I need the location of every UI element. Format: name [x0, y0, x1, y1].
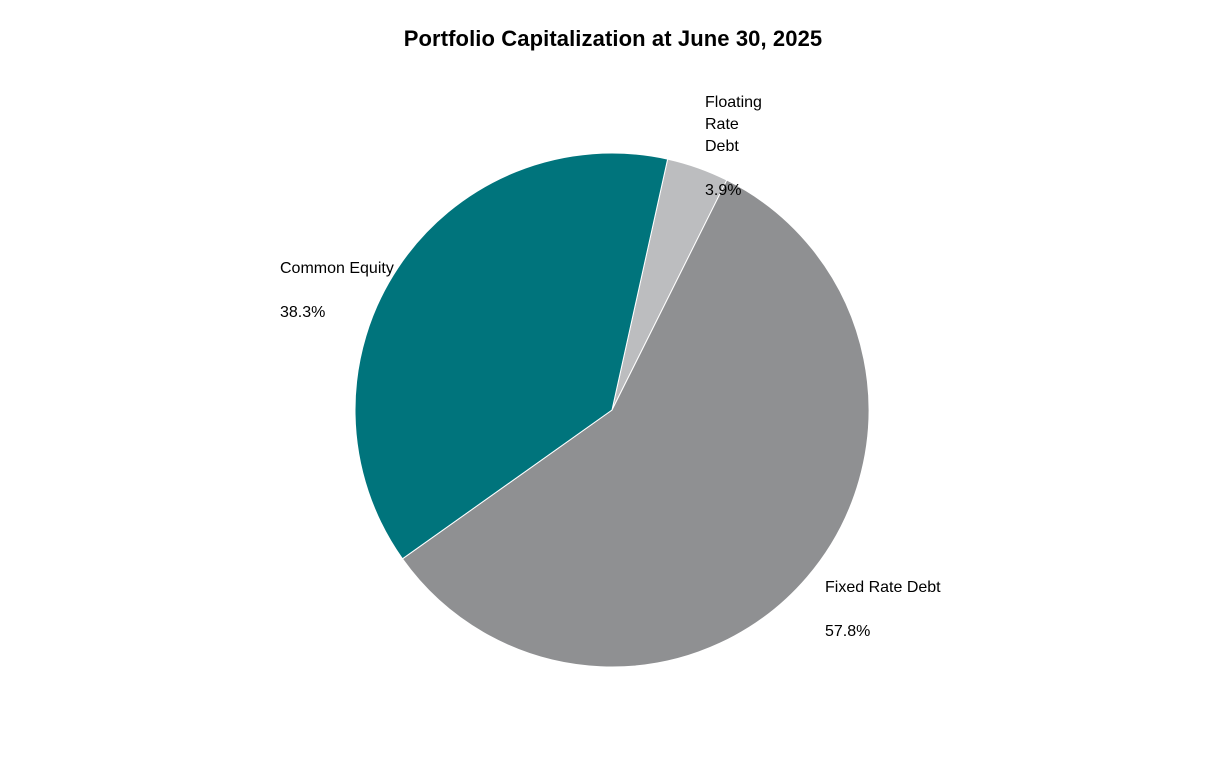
label-fixed-rate-debt: Fixed Rate Debt 57.8% — [825, 555, 941, 665]
label-fixed-name: Fixed Rate Debt — [825, 579, 941, 596]
label-common-equity: Common Equity 38.3% — [280, 236, 394, 346]
pie-slice-common-equity — [354, 152, 669, 560]
label-equity-pct: 38.3% — [280, 304, 326, 321]
label-floating-name: Floating Rate Debt — [705, 94, 762, 155]
label-floating-pct: 3.9% — [705, 182, 742, 199]
label-floating-rate-debt: Floating Rate Debt 3.9% — [705, 70, 762, 224]
chart-title: Portfolio Capitalization at June 30, 202… — [403, 26, 823, 51]
label-fixed-pct: 57.8% — [825, 623, 871, 640]
label-equity-name: Common Equity — [280, 260, 394, 277]
pie-slice-fixed-rate-debt — [401, 179, 870, 668]
pie-slices — [354, 152, 870, 668]
